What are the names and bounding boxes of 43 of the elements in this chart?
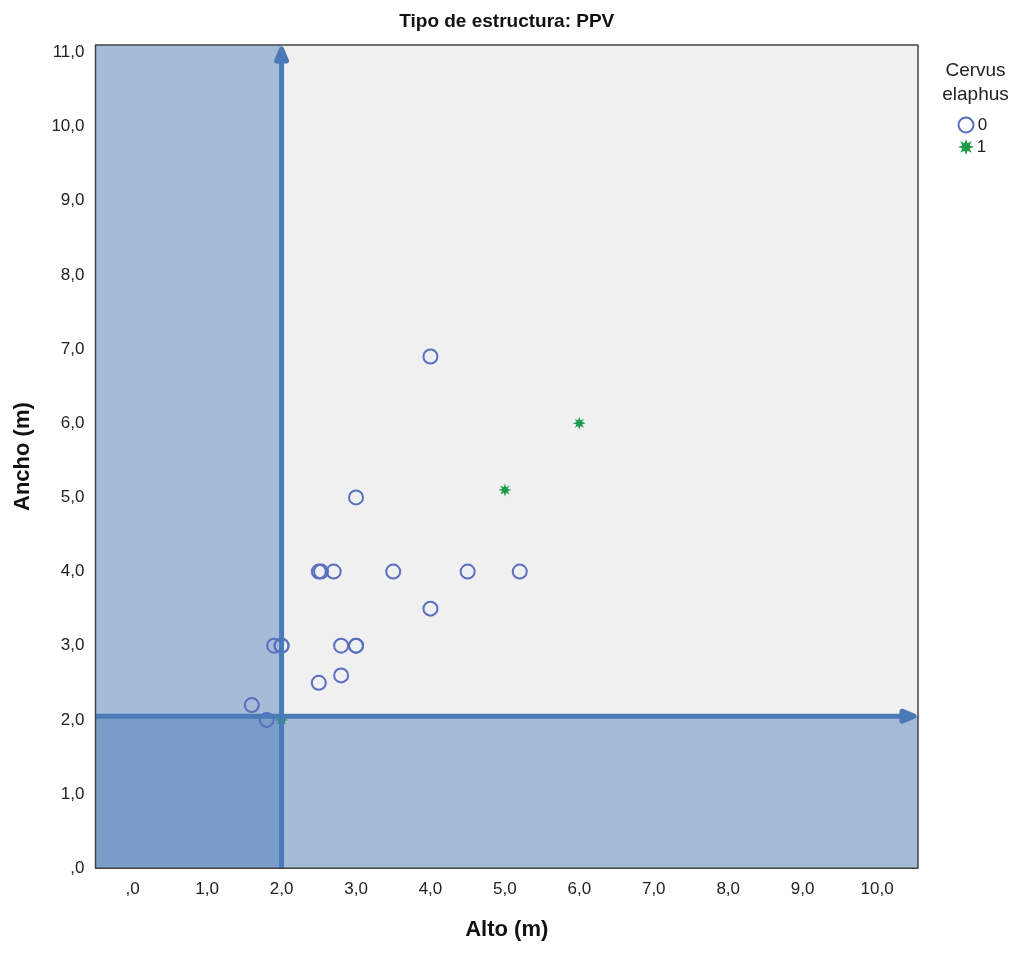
y-tick-label: 5,0 [60, 487, 85, 507]
point [243, 697, 260, 714]
point [258, 711, 275, 728]
x-tick-label: 9,0 [790, 879, 815, 899]
y-tick-label: 1,0 [60, 783, 85, 803]
x-tick-label: 10,0 [860, 879, 894, 899]
legend-label: 1 [976, 137, 987, 157]
point [498, 483, 512, 497]
y-tick-label: 7,0 [60, 338, 85, 358]
y-tick-label: ,0 [70, 857, 85, 877]
x-tick-label: 8,0 [716, 879, 741, 899]
legend-title: Cervus elaphus [941, 58, 1010, 106]
x-tick-label: 5,0 [493, 879, 517, 899]
point [572, 416, 586, 430]
point [333, 637, 350, 654]
x-tick-label: 4,0 [418, 879, 443, 899]
x-tick-label: 1,0 [195, 879, 219, 899]
y-tick-label: 4,0 [60, 561, 85, 581]
x-tick-label: 6,0 [567, 879, 592, 899]
point [511, 563, 528, 580]
point [348, 489, 365, 506]
y-tick-label: 11,0 [52, 42, 85, 62]
point [325, 563, 342, 580]
y-tick-label: 6,0 [60, 412, 85, 432]
x-axis-title: Alto (m) [465, 915, 549, 941]
y-tick-label: 8,0 [60, 264, 85, 284]
x-tick-label: ,0 [125, 879, 140, 899]
point [333, 667, 350, 684]
y-tick-label: 9,0 [60, 190, 85, 210]
y-tick-label: 2,0 [60, 709, 85, 729]
point [385, 563, 402, 580]
point [459, 563, 476, 580]
y-axis-title: Ancho (m) [9, 402, 35, 511]
x-tick-label: 7,0 [641, 879, 666, 899]
legend-label: 0 [977, 115, 988, 135]
point [310, 674, 327, 691]
y-tick-label: 3,0 [60, 635, 85, 655]
x-tick-label: 2,0 [269, 879, 294, 899]
point [422, 348, 439, 365]
point [422, 600, 439, 617]
chart-title: Tipo de estructura: PPV [399, 10, 615, 32]
y-tick-label: 10,0 [51, 116, 85, 136]
x-tick-label: 3,0 [344, 879, 368, 899]
